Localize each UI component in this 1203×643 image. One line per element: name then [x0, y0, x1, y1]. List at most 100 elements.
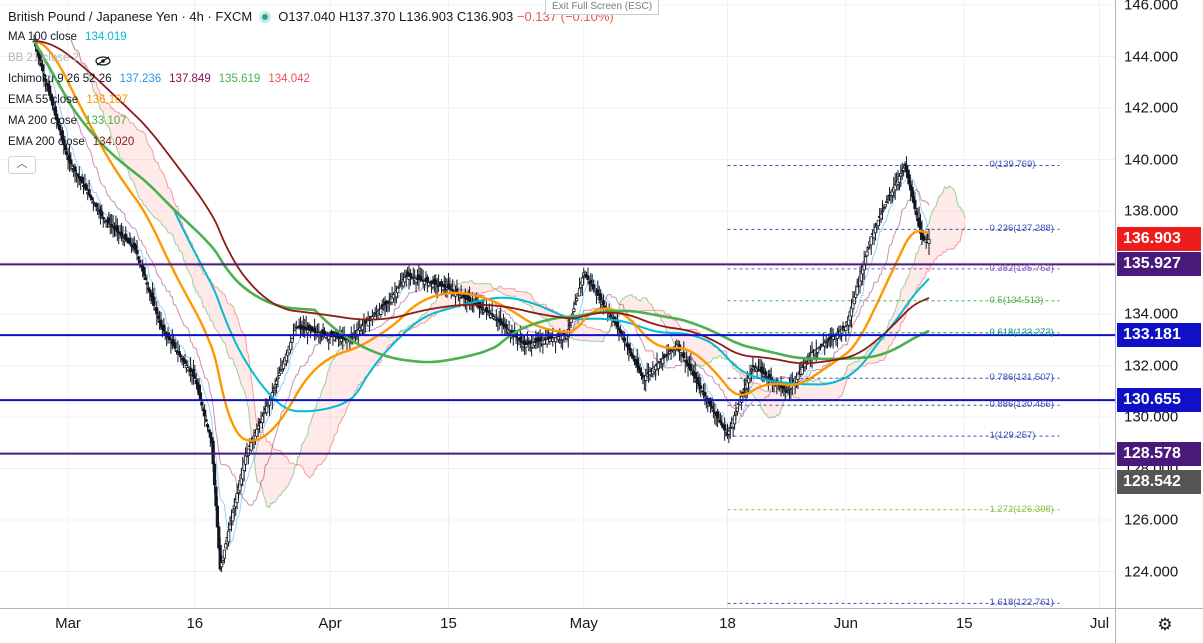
- candle: [88, 194, 93, 198]
- candle: [198, 392, 203, 401]
- candle: [927, 238, 931, 244]
- candle: [101, 217, 105, 219]
- candle: [142, 267, 146, 276]
- candle: [668, 351, 672, 355]
- candle: [663, 355, 668, 358]
- price-tick-label: 130.000: [1124, 408, 1179, 426]
- candle: [825, 340, 830, 343]
- price-tick-label: 124.000: [1124, 563, 1179, 580]
- settings-gear-icon[interactable]: ⚙: [1157, 615, 1173, 634]
- time-axis[interactable]: Mar 16 Apr 15 May 18 Jun 15 Jul: [0, 608, 1115, 643]
- price-chart-canvas[interactable]: [0, 0, 1115, 608]
- candle: [699, 385, 703, 390]
- price-level-label[interactable]: 136.903: [1117, 227, 1201, 252]
- ema-200-line: [34, 40, 930, 365]
- symbol-title-row[interactable]: British Pound / Japanese Yen · 4h · FXCM…: [8, 6, 614, 27]
- candle: [448, 285, 452, 290]
- indicator-label: EMA 55 close: [8, 94, 79, 106]
- candle: [902, 167, 906, 171]
- candle: [463, 294, 467, 299]
- candle: [272, 388, 276, 391]
- candle: [425, 276, 429, 283]
- candle: [94, 202, 98, 208]
- price-axis[interactable]: 146.000144.000142.000140.000138.000136.0…: [1115, 0, 1203, 608]
- candle: [277, 372, 281, 376]
- candle: [656, 362, 661, 370]
- candle: [696, 377, 700, 384]
- candle: [203, 409, 207, 417]
- candle: [913, 199, 917, 209]
- price-level-label[interactable]: 135.927: [1117, 252, 1201, 277]
- candle: [227, 530, 231, 543]
- candle: [645, 373, 649, 377]
- indicator-label: Ichimoku 9 26 52 26: [8, 73, 112, 85]
- candle: [174, 350, 179, 352]
- candle: [439, 281, 444, 287]
- candle: [866, 246, 871, 249]
- candle: [703, 391, 707, 397]
- candle: [734, 411, 738, 415]
- candle: [304, 326, 308, 330]
- candle: [119, 231, 124, 237]
- candle: [134, 244, 138, 251]
- candle: [685, 360, 689, 364]
- fib-level-label: 1.618(122.761): [989, 597, 1054, 608]
- indicator-row[interactable]: MA 200 close 133.107: [8, 111, 614, 132]
- candle: [152, 296, 156, 306]
- indicator-list: MA 100 close 134.019 BB 21 close 2 Ichimoku…: [8, 27, 614, 153]
- chart-area[interactable]: British Pound / Japanese Yen · 4h · FXCM…: [0, 0, 1115, 608]
- candle: [207, 429, 211, 433]
- indicator-row[interactable]: EMA 200 close 134.020: [8, 132, 614, 153]
- candle: [883, 204, 887, 208]
- fib-level-label: 0(139.769): [989, 159, 1036, 171]
- candle: [255, 428, 259, 437]
- candle: [518, 336, 522, 342]
- candle: [90, 196, 94, 201]
- candle: [749, 368, 754, 372]
- candle: [593, 290, 597, 293]
- candle: [592, 284, 596, 289]
- indicator-label: EMA 200 close: [8, 136, 85, 148]
- symbol-title[interactable]: British Pound / Japanese Yen · 4h · FXCM: [8, 9, 253, 24]
- candle: [265, 405, 269, 413]
- price-level-label[interactable]: 128.578: [1117, 441, 1201, 466]
- candle: [84, 184, 88, 191]
- collapse-legend-button[interactable]: ︿: [8, 156, 36, 174]
- candle: [313, 327, 317, 332]
- price-level-label[interactable]: 130.655: [1117, 388, 1201, 413]
- candle: [556, 336, 560, 340]
- candle: [468, 296, 472, 302]
- indicator-row[interactable]: EMA 55 close 136.107: [8, 90, 614, 111]
- time-tick-label: May: [569, 615, 598, 632]
- time-tick-label: 15: [955, 615, 973, 632]
- candle: [138, 260, 142, 263]
- candle: [873, 226, 878, 234]
- candle: [561, 335, 565, 341]
- candle: [211, 440, 215, 465]
- candle: [693, 372, 697, 379]
- ichimoku-tenkan: [33, 38, 930, 546]
- market-status-icon: [262, 14, 269, 21]
- candle: [177, 351, 181, 356]
- fib-level-label: 0.5(134.513): [989, 294, 1044, 306]
- price-level-label[interactable]: 128.542: [1117, 469, 1201, 494]
- eye-off-icon[interactable]: [95, 53, 111, 66]
- candle: [577, 287, 582, 297]
- fib-level-label: 0.618(133.273): [989, 326, 1054, 338]
- candle: [215, 505, 219, 528]
- price-level-label[interactable]: 133.181: [1117, 323, 1201, 348]
- candle: [897, 175, 902, 183]
- indicator-row[interactable]: BB 21 close 2: [8, 48, 614, 69]
- indicator-row[interactable]: MA 100 close 134.019: [8, 27, 614, 48]
- candle: [110, 224, 114, 227]
- candle: [56, 118, 60, 126]
- candle: [682, 352, 686, 359]
- indicator-row[interactable]: Ichimoku 9 26 52 26 137.236 137.849 135.619…: [8, 69, 614, 90]
- candle: [200, 401, 204, 406]
- candle: [379, 308, 383, 315]
- ichimoku-kijun: [33, 38, 930, 506]
- candle: [179, 354, 183, 358]
- candle: [77, 176, 81, 179]
- exit-fullscreen-button[interactable]: Exit Full Screen (ESC): [545, 0, 660, 15]
- candle: [358, 327, 362, 331]
